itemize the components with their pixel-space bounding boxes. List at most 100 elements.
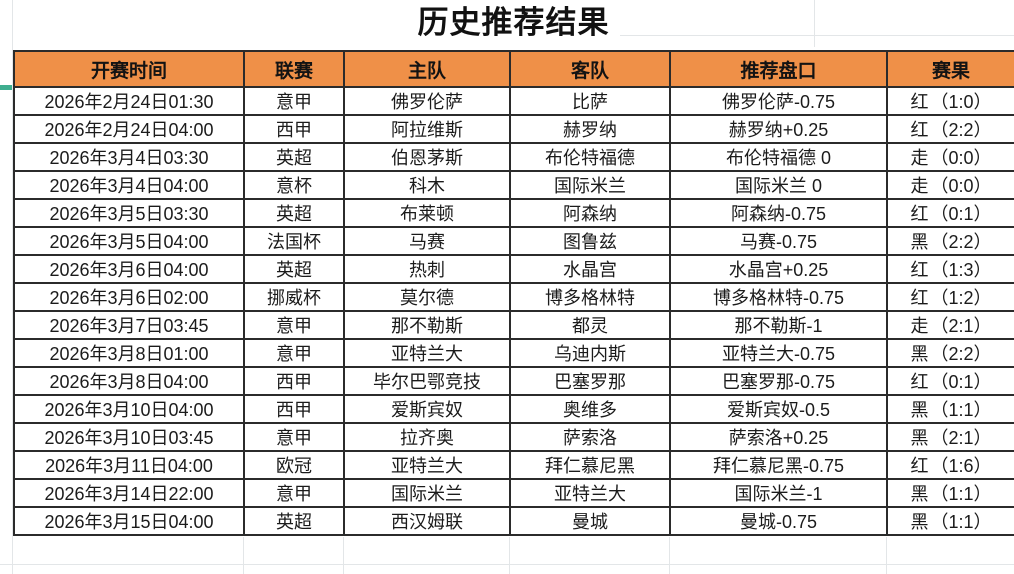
cell-league[interactable]: 意甲 [243, 86, 345, 116]
header-result[interactable]: 赛果 [886, 50, 1014, 88]
cell-home-team[interactable]: 爱斯宾奴 [343, 394, 511, 424]
cell-away-team[interactable]: 国际米兰 [509, 170, 671, 200]
cell-away-team[interactable]: 博多格林特 [509, 282, 671, 312]
cell-home-team[interactable]: 布莱顿 [343, 198, 511, 228]
cell-handicap[interactable]: 拜仁慕尼黑-0.75 [669, 450, 888, 480]
header-away-team[interactable]: 客队 [509, 50, 671, 88]
cell-kickoff-time[interactable]: 2026年2月24日01:30 [13, 86, 245, 116]
cell-kickoff-time[interactable]: 2026年3月8日04:00 [13, 366, 245, 396]
cell-away-team[interactable]: 亚特兰大 [509, 478, 671, 508]
cell-handicap[interactable]: 国际米兰 0 [669, 170, 888, 200]
cell-home-team[interactable]: 伯恩茅斯 [343, 142, 511, 172]
cell-handicap[interactable]: 曼城-0.75 [669, 506, 888, 536]
cell-league[interactable]: 西甲 [243, 114, 345, 144]
cell-result[interactable]: 走（2:1） [886, 310, 1014, 340]
cell-league[interactable]: 法国杯 [243, 226, 345, 256]
cell-result[interactable]: 红（2:2） [886, 114, 1014, 144]
cell-league[interactable]: 意甲 [243, 422, 345, 452]
cell-kickoff-time[interactable]: 2026年3月14日22:00 [13, 478, 245, 508]
cell-league[interactable]: 意杯 [243, 170, 345, 200]
header-league[interactable]: 联赛 [243, 50, 345, 88]
cell-handicap[interactable]: 赫罗纳+0.25 [669, 114, 888, 144]
cell-kickoff-time[interactable]: 2026年3月4日03:30 [13, 142, 245, 172]
cell-league[interactable]: 意甲 [243, 338, 345, 368]
cell-league[interactable]: 英超 [243, 198, 345, 228]
cell-handicap[interactable]: 佛罗伦萨-0.75 [669, 86, 888, 116]
cell-league[interactable]: 英超 [243, 506, 345, 536]
cell-home-team[interactable]: 西汉姆联 [343, 506, 511, 536]
cell-handicap[interactable]: 亚特兰大-0.75 [669, 338, 888, 368]
cell-handicap[interactable]: 马赛-0.75 [669, 226, 888, 256]
cell-home-team[interactable]: 亚特兰大 [343, 338, 511, 368]
cell-kickoff-time[interactable]: 2026年3月15日04:00 [13, 506, 245, 536]
cell-away-team[interactable]: 赫罗纳 [509, 114, 671, 144]
cell-kickoff-time[interactable]: 2026年3月5日03:30 [13, 198, 245, 228]
cell-league[interactable]: 欧冠 [243, 450, 345, 480]
cell-league[interactable]: 西甲 [243, 366, 345, 396]
cell-away-team[interactable]: 比萨 [509, 86, 671, 116]
cell-league[interactable]: 意甲 [243, 478, 345, 508]
cell-home-team[interactable]: 拉齐奥 [343, 422, 511, 452]
cell-kickoff-time[interactable]: 2026年2月24日04:00 [13, 114, 245, 144]
cell-away-team[interactable]: 曼城 [509, 506, 671, 536]
cell-kickoff-time[interactable]: 2026年3月8日01:00 [13, 338, 245, 368]
cell-away-team[interactable]: 拜仁慕尼黑 [509, 450, 671, 480]
cell-handicap[interactable]: 阿森纳-0.75 [669, 198, 888, 228]
cell-away-team[interactable]: 萨索洛 [509, 422, 671, 452]
cell-home-team[interactable]: 热刺 [343, 254, 511, 284]
cell-away-team[interactable]: 图鲁兹 [509, 226, 671, 256]
cell-result[interactable]: 红（1:2） [886, 282, 1014, 312]
cell-result[interactable]: 红（0:1） [886, 366, 1014, 396]
cell-away-team[interactable]: 奥维多 [509, 394, 671, 424]
cell-handicap[interactable]: 巴塞罗那-0.75 [669, 366, 888, 396]
cell-home-team[interactable]: 莫尔德 [343, 282, 511, 312]
cell-result[interactable]: 黑（2:2） [886, 226, 1014, 256]
header-home-team[interactable]: 主队 [343, 50, 511, 88]
cell-result[interactable]: 走（0:0） [886, 142, 1014, 172]
cell-away-team[interactable]: 阿森纳 [509, 198, 671, 228]
cell-away-team[interactable]: 都灵 [509, 310, 671, 340]
cell-result[interactable]: 红（0:1） [886, 198, 1014, 228]
cell-away-team[interactable]: 水晶宫 [509, 254, 671, 284]
cell-result[interactable]: 走（0:0） [886, 170, 1014, 200]
cell-home-team[interactable]: 毕尔巴鄂竞技 [343, 366, 511, 396]
cell-home-team[interactable]: 亚特兰大 [343, 450, 511, 480]
cell-league[interactable]: 西甲 [243, 394, 345, 424]
cell-away-team[interactable]: 乌迪内斯 [509, 338, 671, 368]
cell-home-team[interactable]: 科木 [343, 170, 511, 200]
cell-result[interactable]: 红（1:0） [886, 86, 1014, 116]
cell-home-team[interactable]: 那不勒斯 [343, 310, 511, 340]
cell-kickoff-time[interactable]: 2026年3月6日04:00 [13, 254, 245, 284]
cell-league[interactable]: 意甲 [243, 310, 345, 340]
cell-kickoff-time[interactable]: 2026年3月5日04:00 [13, 226, 245, 256]
cell-kickoff-time[interactable]: 2026年3月6日02:00 [13, 282, 245, 312]
cell-away-team[interactable]: 布伦特福德 [509, 142, 671, 172]
cell-result[interactable]: 红（1:3） [886, 254, 1014, 284]
cell-result[interactable]: 黑（1:1） [886, 506, 1014, 536]
cell-away-team[interactable]: 巴塞罗那 [509, 366, 671, 396]
cell-result[interactable]: 黑（1:1） [886, 394, 1014, 424]
cell-result[interactable]: 黑（2:2） [886, 338, 1014, 368]
cell-league[interactable]: 挪威杯 [243, 282, 345, 312]
cell-handicap[interactable]: 水晶宫+0.25 [669, 254, 888, 284]
cell-handicap[interactable]: 博多格林特-0.75 [669, 282, 888, 312]
cell-kickoff-time[interactable]: 2026年3月10日03:45 [13, 422, 245, 452]
cell-home-team[interactable]: 马赛 [343, 226, 511, 256]
cell-league[interactable]: 英超 [243, 142, 345, 172]
cell-result[interactable]: 黑（2:1） [886, 422, 1014, 452]
cell-kickoff-time[interactable]: 2026年3月11日04:00 [13, 450, 245, 480]
cell-home-team[interactable]: 国际米兰 [343, 478, 511, 508]
header-kickoff-time[interactable]: 开赛时间 [13, 50, 245, 88]
cell-result[interactable]: 黑（1:1） [886, 478, 1014, 508]
cell-handicap[interactable]: 布伦特福德 0 [669, 142, 888, 172]
cell-handicap[interactable]: 爱斯宾奴-0.5 [669, 394, 888, 424]
header-handicap[interactable]: 推荐盘口 [669, 50, 888, 88]
cell-result[interactable]: 红（1:6） [886, 450, 1014, 480]
cell-kickoff-time[interactable]: 2026年3月10日04:00 [13, 394, 245, 424]
cell-kickoff-time[interactable]: 2026年3月4日04:00 [13, 170, 245, 200]
cell-home-team[interactable]: 阿拉维斯 [343, 114, 511, 144]
cell-handicap[interactable]: 萨索洛+0.25 [669, 422, 888, 452]
cell-home-team[interactable]: 佛罗伦萨 [343, 86, 511, 116]
cell-league[interactable]: 英超 [243, 254, 345, 284]
cell-handicap[interactable]: 那不勒斯-1 [669, 310, 888, 340]
